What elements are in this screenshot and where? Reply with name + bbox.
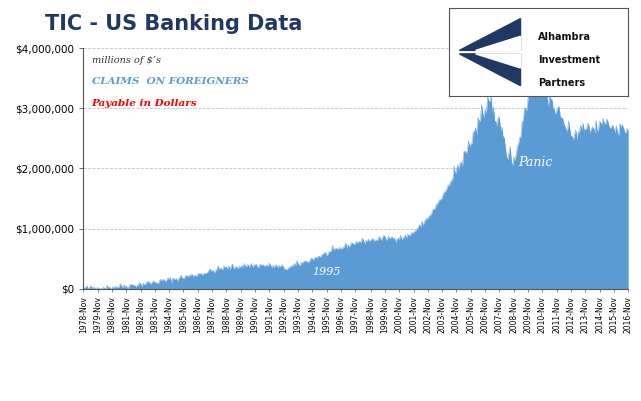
Polygon shape — [460, 54, 520, 86]
Text: 1995: 1995 — [312, 267, 341, 277]
Text: Investment: Investment — [538, 55, 601, 65]
Text: millions of $’s: millions of $’s — [92, 56, 160, 65]
Text: TIC - US Banking Data: TIC - US Banking Data — [45, 14, 303, 34]
Text: Payable in Dollars: Payable in Dollars — [92, 99, 197, 108]
Text: May 2011: May 2011 — [537, 58, 588, 78]
Polygon shape — [476, 36, 520, 51]
Text: Panic: Panic — [518, 156, 553, 169]
Text: Alhambra: Alhambra — [538, 32, 592, 42]
Polygon shape — [460, 18, 520, 51]
Text: Partners: Partners — [538, 78, 586, 88]
Text: CLAIMS  ON FOREIGNERS: CLAIMS ON FOREIGNERS — [92, 77, 248, 86]
Text: Bear Stearns: Bear Stearns — [473, 79, 542, 93]
Polygon shape — [476, 54, 520, 68]
